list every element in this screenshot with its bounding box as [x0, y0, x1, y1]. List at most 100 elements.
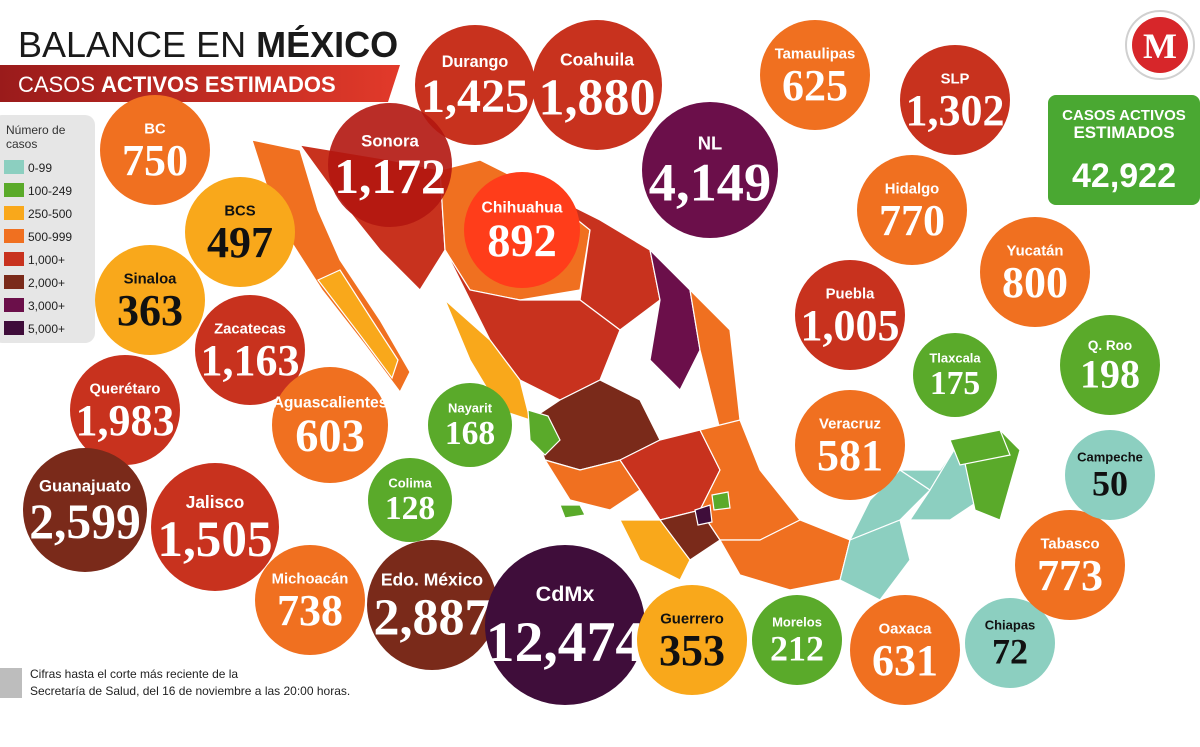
state-value: 353	[659, 626, 725, 675]
state-circle	[900, 45, 1010, 155]
state-circle	[1065, 430, 1155, 520]
subtitle-regular: CASOS	[18, 72, 95, 97]
state-name: Michoacán	[272, 572, 349, 588]
state-value: 800	[1002, 258, 1068, 307]
state-circle	[532, 20, 662, 150]
state-value: 770	[879, 196, 945, 245]
state-value: 1,163	[201, 336, 300, 385]
state-name: Tamaulipas	[775, 47, 856, 63]
subtitle: CASOS ACTIVOS ESTIMADOS	[18, 72, 336, 97]
state-name: Sinaloa	[124, 272, 178, 288]
state-value: 631	[872, 636, 938, 685]
legend-swatch	[4, 275, 24, 289]
logo	[1132, 17, 1188, 73]
state-value: 72	[992, 631, 1028, 671]
state-name: CdMx	[536, 581, 595, 606]
state-circle	[185, 177, 295, 287]
state-value: 625	[782, 61, 848, 110]
state-circle	[965, 598, 1055, 688]
subtitle-bar	[0, 65, 400, 102]
state-value: 175	[930, 365, 980, 402]
state-name: Chiapas	[985, 618, 1036, 633]
state-circle	[255, 545, 365, 655]
state-value: 1,302	[906, 86, 1005, 135]
state-value: 1,172	[334, 149, 446, 204]
state-circle	[795, 390, 905, 500]
total-label: ESTIMADOS	[1073, 123, 1174, 142]
state-name: Q. Roo	[1088, 338, 1132, 353]
state-value: 212	[770, 628, 824, 668]
state-value: 497	[207, 218, 273, 267]
state-circle	[913, 333, 997, 417]
state-circle	[642, 102, 778, 238]
state-name: Jalisco	[186, 492, 245, 512]
footnote-marker	[0, 668, 22, 698]
state-name: Colima	[388, 475, 432, 490]
legend-swatch	[4, 298, 24, 312]
state-circle	[464, 172, 580, 288]
state-name: Hidalgo	[885, 182, 939, 198]
state-value: 1,983	[76, 396, 175, 445]
state-name: Querétaro	[90, 382, 161, 398]
state-value: 603	[295, 411, 365, 462]
state-name: Oaxaca	[879, 622, 933, 638]
state-circle	[23, 448, 147, 572]
state-circle	[368, 458, 452, 542]
state-circle	[70, 355, 180, 465]
legend-swatch	[4, 183, 24, 197]
state-name: Chihuahua	[482, 200, 563, 217]
logo-text: M	[1143, 26, 1177, 66]
legend-label: 3,000+	[28, 299, 65, 313]
state-name: Tlaxcala	[929, 350, 981, 365]
state-circle	[100, 95, 210, 205]
state-name: Guanajuato	[39, 476, 131, 495]
state-value: 773	[1037, 551, 1103, 600]
total-box	[1048, 95, 1200, 205]
legend-swatch	[4, 160, 24, 174]
state-circle	[95, 245, 205, 355]
legend-swatch	[4, 206, 24, 220]
state-circle	[752, 595, 842, 685]
legend-label: 100-249	[28, 184, 72, 198]
state-value: 128	[385, 490, 435, 527]
state-name: Guerrero	[660, 612, 724, 628]
state-name: Veracruz	[819, 417, 881, 433]
state-name: BC	[144, 122, 166, 138]
legend-title: casos	[6, 137, 37, 151]
footnote: Cifras hasta el corte más reciente de la	[30, 667, 238, 681]
footnote: Secretaría de Salud, del 16 de noviembre…	[30, 684, 350, 698]
state-value: 198	[1080, 352, 1140, 397]
state-circle	[760, 20, 870, 130]
title-regular: BALANCE EN	[18, 24, 246, 65]
state-value: 363	[117, 286, 183, 335]
legend-label: 250-500	[28, 207, 72, 221]
state-circle	[857, 155, 967, 265]
state-name: Coahuila	[560, 50, 634, 70]
state-name: Zacatecas	[214, 322, 286, 338]
legend-swatch	[4, 229, 24, 243]
legend-title: Número de	[6, 123, 66, 137]
state-value: 1,425	[421, 70, 529, 123]
state-name: Sonora	[361, 131, 419, 150]
title-bold: MÉXICO	[256, 24, 398, 65]
total-label: CASOS ACTIVOS	[1062, 107, 1186, 124]
state-circle	[415, 25, 535, 145]
legend-label: 0-99	[28, 161, 52, 175]
legend-swatch	[4, 252, 24, 266]
state-value: 581	[817, 431, 883, 480]
state-circle	[272, 367, 388, 483]
state-value: 1,505	[157, 511, 272, 568]
legend-label: 2,000+	[28, 276, 65, 290]
title: BALANCE EN MÉXICO	[18, 24, 398, 65]
state-circle	[367, 540, 497, 670]
state-name: BCS	[224, 204, 255, 220]
state-name: Tabasco	[1040, 537, 1099, 553]
state-value: 168	[445, 415, 495, 452]
state-circle	[195, 295, 305, 405]
subtitle-bold: ACTIVOS ESTIMADOS	[101, 72, 336, 97]
state-name: NL	[698, 133, 722, 154]
state-circle	[850, 595, 960, 705]
